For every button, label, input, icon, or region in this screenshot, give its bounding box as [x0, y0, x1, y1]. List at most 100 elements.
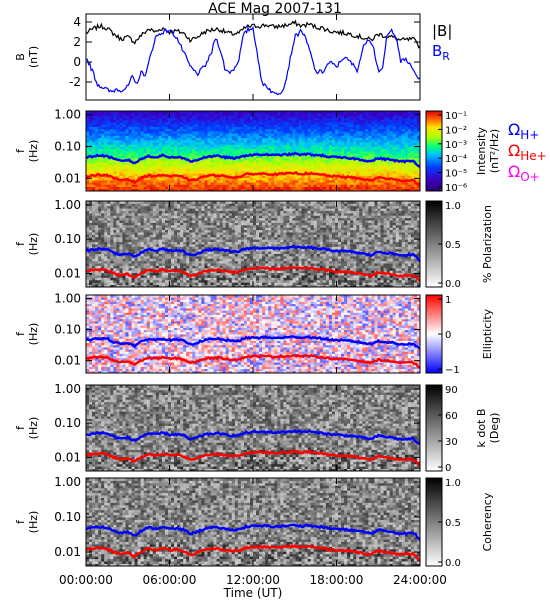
heatmap-cell	[338, 184, 342, 187]
heatmap-cell	[134, 279, 139, 283]
heatmap-cell	[174, 148, 178, 152]
heatmap-cell	[198, 164, 202, 167]
heatmap-cell	[298, 186, 302, 190]
heatmap-cell	[395, 131, 400, 134]
heatmap-cell	[134, 142, 139, 145]
heatmap-cell	[277, 119, 281, 123]
heatmap-cell	[228, 111, 233, 114]
heatmap-cell	[404, 277, 409, 281]
heatmap-cell	[228, 166, 233, 170]
heatmap-cell	[331, 168, 336, 172]
heatmap-cell	[174, 282, 178, 286]
heatmap-cell	[171, 177, 175, 181]
heatmap-cell	[125, 162, 129, 165]
heatmap-cell	[228, 144, 233, 147]
heatmap-cell	[262, 284, 266, 287]
heatmap-cell	[368, 162, 372, 165]
heatmap-cell	[158, 131, 163, 134]
heatmap-cell	[268, 157, 272, 161]
heatmap-cell	[89, 126, 93, 130]
heatmap-cell	[359, 267, 363, 271]
heatmap-cell	[413, 139, 418, 143]
heatmap-cell	[356, 137, 360, 141]
heatmap-cell	[404, 144, 409, 147]
heatmap-cell	[392, 175, 397, 179]
heatmap-cell	[161, 177, 166, 181]
heatmap-cell	[316, 115, 321, 119]
heatmap-cell	[356, 166, 360, 170]
heatmap-cell	[240, 168, 245, 172]
heatmap-cell	[152, 148, 157, 152]
heatmap-cell	[407, 177, 412, 181]
heatmap-cell	[122, 155, 126, 159]
heatmap-cell	[113, 184, 117, 187]
heatmap-cell	[280, 175, 284, 179]
heatmap-cell	[353, 267, 357, 271]
heatmap-cell	[280, 166, 284, 170]
heatmap-cell	[161, 142, 166, 145]
heatmap-cell	[259, 171, 263, 174]
heatmap-cell	[186, 117, 190, 121]
heatmap-cell	[319, 168, 324, 172]
heatmap-cell	[110, 282, 114, 286]
heatmap-cell	[374, 124, 378, 127]
heatmap-cell	[201, 159, 205, 163]
heatmap-cell	[292, 159, 296, 163]
heatmap-cell	[407, 282, 412, 286]
heatmap-cell	[316, 184, 321, 187]
heatmap-cell	[283, 144, 287, 147]
heatmap-cell	[416, 162, 420, 165]
heatmap-cell	[350, 284, 354, 287]
heatmap-cell	[174, 162, 178, 165]
heatmap-cell	[325, 186, 330, 190]
heatmap-cell	[240, 135, 245, 139]
heatmap-cell	[295, 139, 299, 143]
heatmap-cell	[164, 113, 169, 116]
heatmap-cell	[307, 142, 312, 145]
heatmap-cell	[319, 119, 324, 123]
heatmap-cell	[289, 111, 293, 114]
heatmap-cell	[222, 146, 227, 150]
heatmap-cell	[225, 157, 230, 161]
heatmap-cell	[368, 277, 372, 281]
heatmap-cell	[104, 124, 108, 127]
heatmap-cell	[125, 155, 129, 159]
heatmap-cell	[256, 171, 260, 174]
colorbar-title: (nT²/Hz)	[488, 129, 501, 173]
heatmap-cell	[404, 175, 409, 179]
heatmap-cell	[416, 166, 420, 170]
heatmap-cell	[149, 171, 154, 174]
heatmap-cell	[386, 131, 391, 134]
heatmap-cell	[155, 113, 160, 116]
heatmap-cell	[289, 188, 293, 191]
heatmap-cell	[365, 146, 369, 150]
heatmap-cell	[295, 146, 299, 150]
heatmap-cell	[356, 179, 360, 183]
heatmap-cell	[347, 272, 351, 276]
heatmap-cell	[331, 113, 336, 116]
heatmap-cell	[265, 184, 269, 187]
heatmap-cell	[207, 122, 211, 125]
heatmap-cell	[101, 177, 105, 181]
heatmap-cell	[292, 275, 296, 278]
heatmap-cell	[347, 182, 351, 185]
heatmap-cell	[219, 159, 224, 163]
heatmap-cell	[161, 139, 166, 143]
heatmap-cell	[201, 117, 205, 121]
heatmap-cell	[347, 139, 351, 143]
heatmap-cell	[350, 111, 354, 114]
heatmap-cell	[253, 171, 257, 174]
heatmap-cell	[401, 146, 406, 150]
heatmap-cell	[350, 146, 354, 150]
heatmap-cell	[149, 113, 154, 116]
heatmap-cell	[374, 137, 378, 141]
heatmap-cell	[240, 166, 245, 170]
heatmap-cell	[134, 139, 139, 143]
heatmap-cell	[222, 115, 227, 119]
heatmap-cell	[116, 128, 120, 132]
heatmap-cell	[125, 128, 129, 132]
heatmap-cell	[407, 171, 412, 174]
heatmap-cell	[167, 171, 172, 174]
heatmap-cell	[131, 146, 135, 150]
heatmap-cell	[277, 111, 281, 114]
